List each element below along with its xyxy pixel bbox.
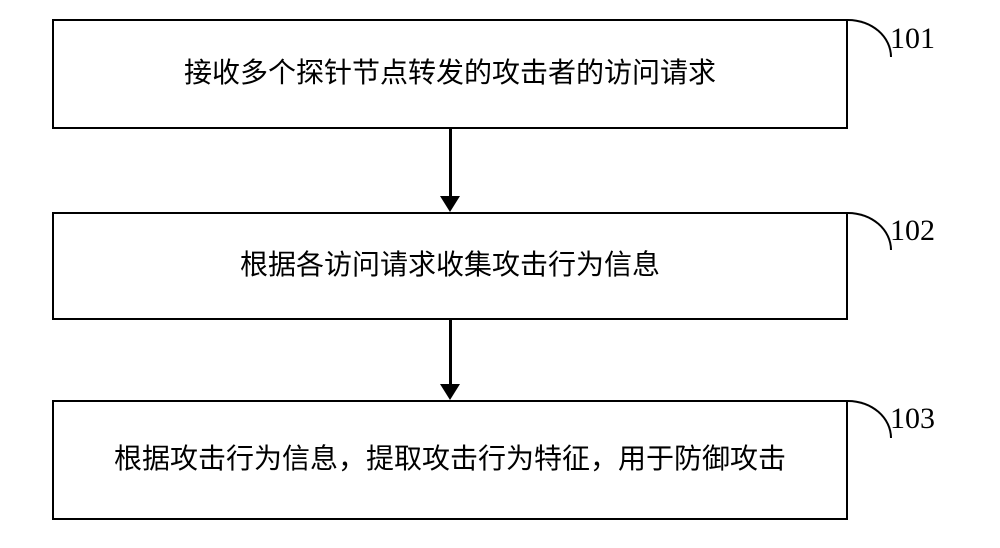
- callout-arc-3: [848, 400, 892, 438]
- arrow-2-3-head: [440, 384, 460, 400]
- step-label-3: 103: [890, 402, 935, 436]
- callout-arc-2: [848, 212, 892, 250]
- flow-step-2-text: 根据各访问请求收集攻击行为信息: [240, 247, 660, 285]
- step-label-2: 102: [890, 214, 935, 248]
- arrow-2-3-shaft: [449, 320, 452, 384]
- flow-step-1-text: 接收多个探针节点转发的攻击者的访问请求: [184, 55, 716, 93]
- flow-step-2: 根据各访问请求收集攻击行为信息: [52, 212, 848, 320]
- arrow-1-2-head: [440, 196, 460, 212]
- flow-step-3-text: 根据攻击行为信息，提取攻击行为特征，用于防御攻击: [114, 441, 786, 479]
- flow-step-3: 根据攻击行为信息，提取攻击行为特征，用于防御攻击: [52, 400, 848, 520]
- flow-step-1: 接收多个探针节点转发的攻击者的访问请求: [52, 19, 848, 129]
- callout-arc-1: [848, 19, 892, 57]
- arrow-1-2-shaft: [449, 129, 452, 196]
- step-label-1: 101: [890, 22, 935, 56]
- flowchart-canvas: 接收多个探针节点转发的攻击者的访问请求 101 根据各访问请求收集攻击行为信息 …: [0, 0, 1000, 548]
